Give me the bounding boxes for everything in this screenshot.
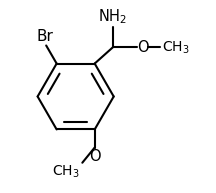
- Text: O: O: [89, 149, 100, 164]
- Text: NH$_2$: NH$_2$: [98, 7, 127, 26]
- Text: O: O: [137, 40, 149, 55]
- Text: CH$_3$: CH$_3$: [162, 39, 189, 56]
- Text: Br: Br: [37, 29, 54, 44]
- Text: CH$_3$: CH$_3$: [52, 164, 79, 180]
